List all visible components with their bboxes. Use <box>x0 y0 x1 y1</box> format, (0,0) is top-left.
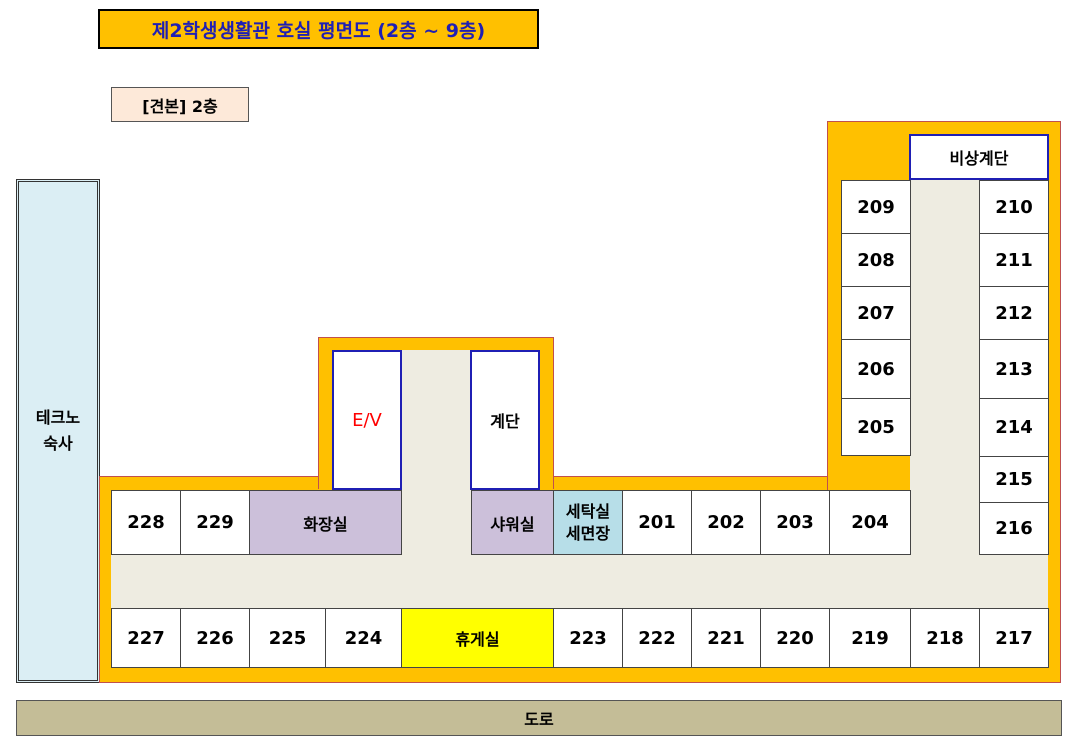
page-title: 제2학생생활관 호실 평면도 (2층 ~ 9층) <box>98 9 539 49</box>
room-224: 224 <box>325 608 402 668</box>
dorm-label-line-1: 테크노 <box>35 408 81 427</box>
room-204: 204 <box>829 490 911 555</box>
floor-sample-label: [견본] 2층 <box>111 87 249 122</box>
dorm-label-line-2: 숙사 <box>43 434 73 453</box>
room-217: 217 <box>979 608 1049 668</box>
laundry-washroom: 세탁실 세면장 <box>553 490 623 555</box>
room-214: 214 <box>979 398 1049 457</box>
main-corridor <box>111 555 1048 608</box>
room-219: 219 <box>829 608 911 668</box>
room-218: 218 <box>910 608 980 668</box>
room-221: 221 <box>691 608 761 668</box>
room-202: 202 <box>691 490 761 555</box>
room-205: 205 <box>841 398 911 456</box>
stairs: 계단 <box>470 350 540 490</box>
lounge: 휴게실 <box>401 608 554 668</box>
room-216: 216 <box>979 502 1049 555</box>
room-213: 213 <box>979 339 1049 399</box>
room-201: 201 <box>622 490 692 555</box>
room-223: 223 <box>553 608 623 668</box>
room-209: 209 <box>841 180 911 234</box>
center-corridor <box>401 350 472 560</box>
room-227: 227 <box>111 608 181 668</box>
elevator: E/V <box>332 350 402 490</box>
room-228: 228 <box>111 490 181 555</box>
techno-dorm-building: 테크노 숙사 <box>16 179 100 683</box>
room-222: 222 <box>622 608 692 668</box>
room-207: 207 <box>841 286 911 340</box>
room-215: 215 <box>979 456 1049 503</box>
restroom: 화장실 <box>249 490 402 555</box>
laundry-label: 세탁실 <box>565 501 611 521</box>
washroom-label: 세면장 <box>565 523 611 543</box>
emergency-stairs: 비상계단 <box>909 134 1049 180</box>
room-229: 229 <box>180 490 250 555</box>
room-203: 203 <box>760 490 830 555</box>
room-212: 212 <box>979 286 1049 340</box>
shower-room: 샤워실 <box>471 490 554 555</box>
room-225: 225 <box>249 608 326 668</box>
room-210: 210 <box>979 180 1049 234</box>
right-corridor <box>910 180 980 610</box>
room-208: 208 <box>841 233 911 287</box>
room-226: 226 <box>180 608 250 668</box>
road: 도로 <box>16 700 1062 736</box>
room-220: 220 <box>760 608 830 668</box>
room-206: 206 <box>841 339 911 399</box>
room-211: 211 <box>979 233 1049 287</box>
